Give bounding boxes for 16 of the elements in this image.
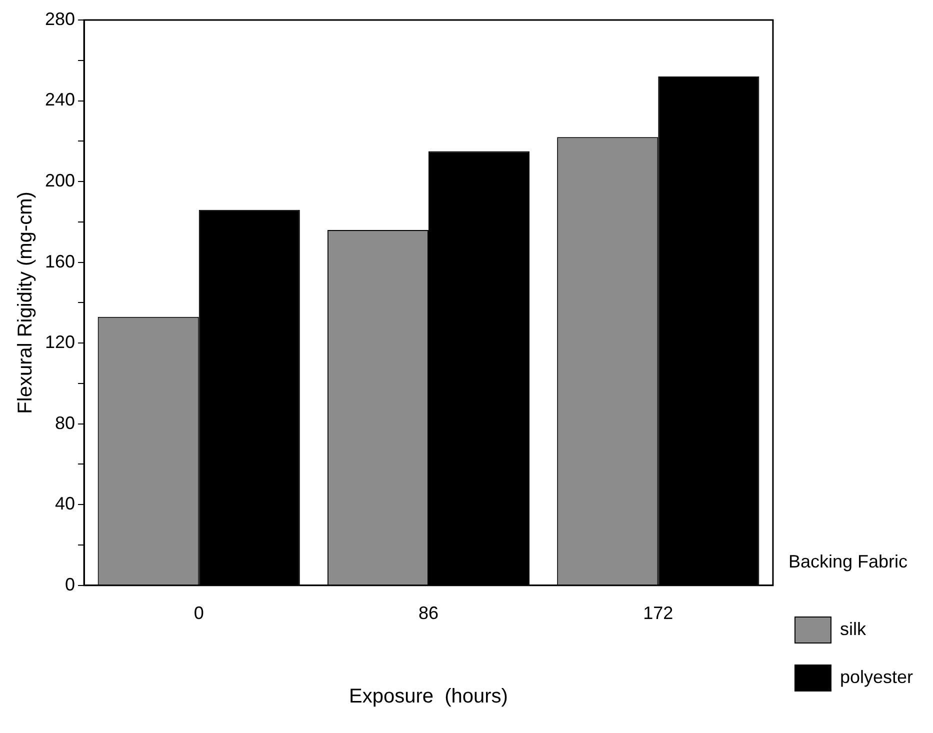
y-axis-title: Flexural Rigidity (mg-cm) xyxy=(14,192,37,414)
y-tick-label: 200 xyxy=(44,170,76,191)
y-tick-label: 160 xyxy=(44,251,76,272)
y-tick-label: 240 xyxy=(44,90,76,110)
x-tick-label: 86 xyxy=(418,603,439,624)
legend-label: silk xyxy=(840,618,867,639)
y-tick-label: 120 xyxy=(44,332,76,352)
y-tick-label: 280 xyxy=(44,8,76,29)
y-tick-label: 40 xyxy=(55,494,76,514)
legend-label: polyester xyxy=(840,666,914,687)
y-tick-label: 0 xyxy=(65,574,76,594)
x-axis-title: Exposure (hours) xyxy=(349,686,508,708)
x-tick-label: 0 xyxy=(194,603,204,624)
x-tick-label: 172 xyxy=(643,603,674,624)
y-tick-label: 80 xyxy=(55,412,76,433)
legend-title: Backing Fabric xyxy=(788,551,908,572)
